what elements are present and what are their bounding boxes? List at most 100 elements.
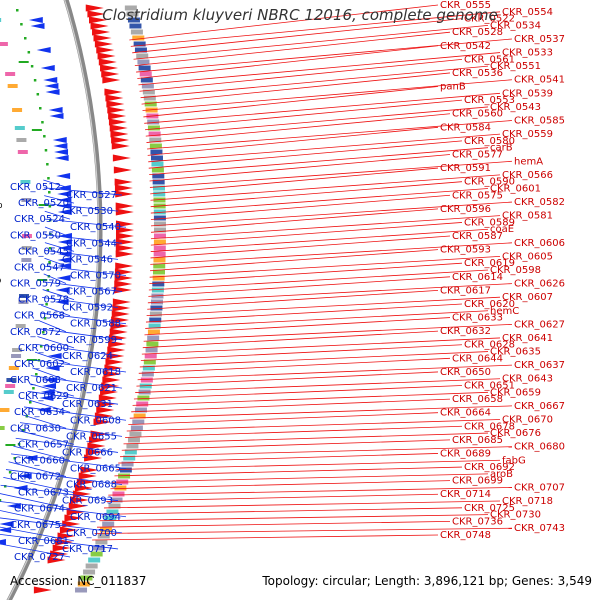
reverse-gene-label: CKR_0717: [62, 544, 113, 555]
forward-gene-label: CKR_0581: [502, 211, 553, 222]
reverse-gene-label: CKR_0673: [18, 488, 69, 499]
reverse-gene-label: CKR_0727: [14, 552, 65, 563]
gene-feature: [57, 191, 72, 197]
forward-gene-label: CKR_0528: [452, 27, 503, 38]
gene-feature: [43, 77, 58, 83]
leader-line: [42, 289, 75, 300]
leader-line: [125, 425, 463, 438]
gene-feature: [78, 472, 97, 480]
leader-line: [150, 235, 451, 259]
reverse-gene-label: CKR_0657: [18, 439, 69, 450]
leader-line: [29, 383, 75, 397]
gene-feature: [98, 394, 117, 402]
leader-line: [13, 445, 71, 461]
leader-line: [41, 296, 119, 309]
forward-gene-label: carB: [490, 143, 513, 154]
leader-line: [110, 480, 451, 490]
leader-line: [132, 391, 489, 406]
gene-feature: [112, 154, 131, 162]
reverse-gene-label: CKR_0547: [14, 262, 65, 273]
leader-line: [44, 265, 127, 276]
reverse-gene-label: CKR_0666: [62, 447, 113, 458]
gene-feature: [114, 280, 133, 288]
leader-line: [141, 337, 501, 355]
gene-feature: [108, 118, 127, 126]
gene-feature: [105, 94, 124, 102]
gene-feature: [108, 334, 127, 342]
gene-feature: [57, 263, 72, 269]
reverse-gene-label: CKR_0546: [62, 254, 113, 265]
gene-feature: [53, 143, 68, 149]
reverse-gene-label: CKR_0530: [62, 206, 113, 217]
leader-line: [36, 343, 119, 357]
forward-gene-label: CKR_0561: [464, 54, 515, 65]
reverse-gene-label: CKR_0602: [14, 359, 65, 370]
gene-feature: [87, 10, 106, 18]
forward-gene-label: CKR_0617: [440, 285, 491, 296]
leader-line: [132, 18, 463, 54]
reverse-gene-label: CKR_0672: [10, 472, 61, 483]
leader-line: [19, 422, 123, 437]
forward-gene-label: aroB: [490, 469, 513, 480]
reverse-gene-label: CKR_0600: [18, 343, 69, 354]
leader-line: [44, 234, 123, 244]
gene-feature: [59, 526, 78, 534]
leader-line: [133, 385, 463, 400]
leader-line: [21, 414, 67, 429]
reverse-gene-label: CKR_0655: [66, 431, 117, 442]
forward-gene-label: CKR_0587: [452, 231, 503, 242]
gene-feature: [90, 22, 109, 30]
gene-feature: [115, 202, 134, 210]
reverse-gene-label: CKR_0693: [62, 496, 113, 507]
gene-feature: [70, 496, 89, 504]
gene-feature: [88, 16, 107, 24]
forward-gene-label: CKR_0536: [452, 68, 503, 79]
leader-line: [147, 126, 439, 156]
leader-line: [147, 120, 513, 150]
gene-feature: [107, 106, 126, 114]
forward-gene-label: CKR_0676: [490, 428, 541, 439]
gene-feature: [84, 454, 103, 462]
gene-feature: [0, 521, 14, 527]
leader-line: [99, 514, 489, 522]
forward-gene-label: CKR_0670: [502, 414, 553, 425]
gene-feature: [64, 514, 83, 522]
leader-line: [145, 303, 463, 323]
leader-line: [106, 493, 439, 502]
forward-gene-label: CKR_0533: [502, 48, 553, 59]
forward-gene-label: CKR_0591: [440, 163, 491, 174]
gene-feature: [56, 185, 71, 191]
gene-feature: [96, 406, 115, 414]
gene-feature: [54, 155, 69, 161]
gene-feature: [17, 473, 32, 479]
gene-feature: [111, 142, 130, 150]
leader-line: [138, 357, 451, 374]
gene-feature: [114, 268, 133, 276]
gene-feature: [92, 28, 111, 36]
leader-line: [17, 430, 75, 445]
leader-line: [103, 500, 501, 509]
leader-line: [129, 405, 513, 419]
forward-gene-label: CKR_0619: [464, 258, 515, 269]
leader-line: [40, 312, 127, 325]
forward-gene-label: CKR_0635: [490, 347, 541, 358]
gene-feature: [97, 52, 116, 60]
gene-feature: [107, 346, 126, 354]
leader-line: [97, 521, 451, 528]
gene-feature: [94, 40, 113, 48]
reverse-gene-label: CKR_0540: [70, 222, 121, 233]
leader-line: [30, 375, 123, 389]
reverse-gene-label: CKR_0570: [70, 270, 121, 281]
leader-line: [114, 466, 463, 477]
reverse-gene-label: CKR_0599: [66, 335, 117, 346]
leader-line: [120, 446, 513, 458]
gene-feature: [42, 383, 57, 389]
leader-line: [43, 273, 67, 284]
gene-feature: [109, 328, 128, 336]
leader-line: [43, 179, 67, 188]
forward-gene-label: CKR_0743: [514, 523, 565, 534]
leader-line: [129, 4, 439, 41]
forward-gene-label: CKR_0554: [502, 7, 553, 18]
